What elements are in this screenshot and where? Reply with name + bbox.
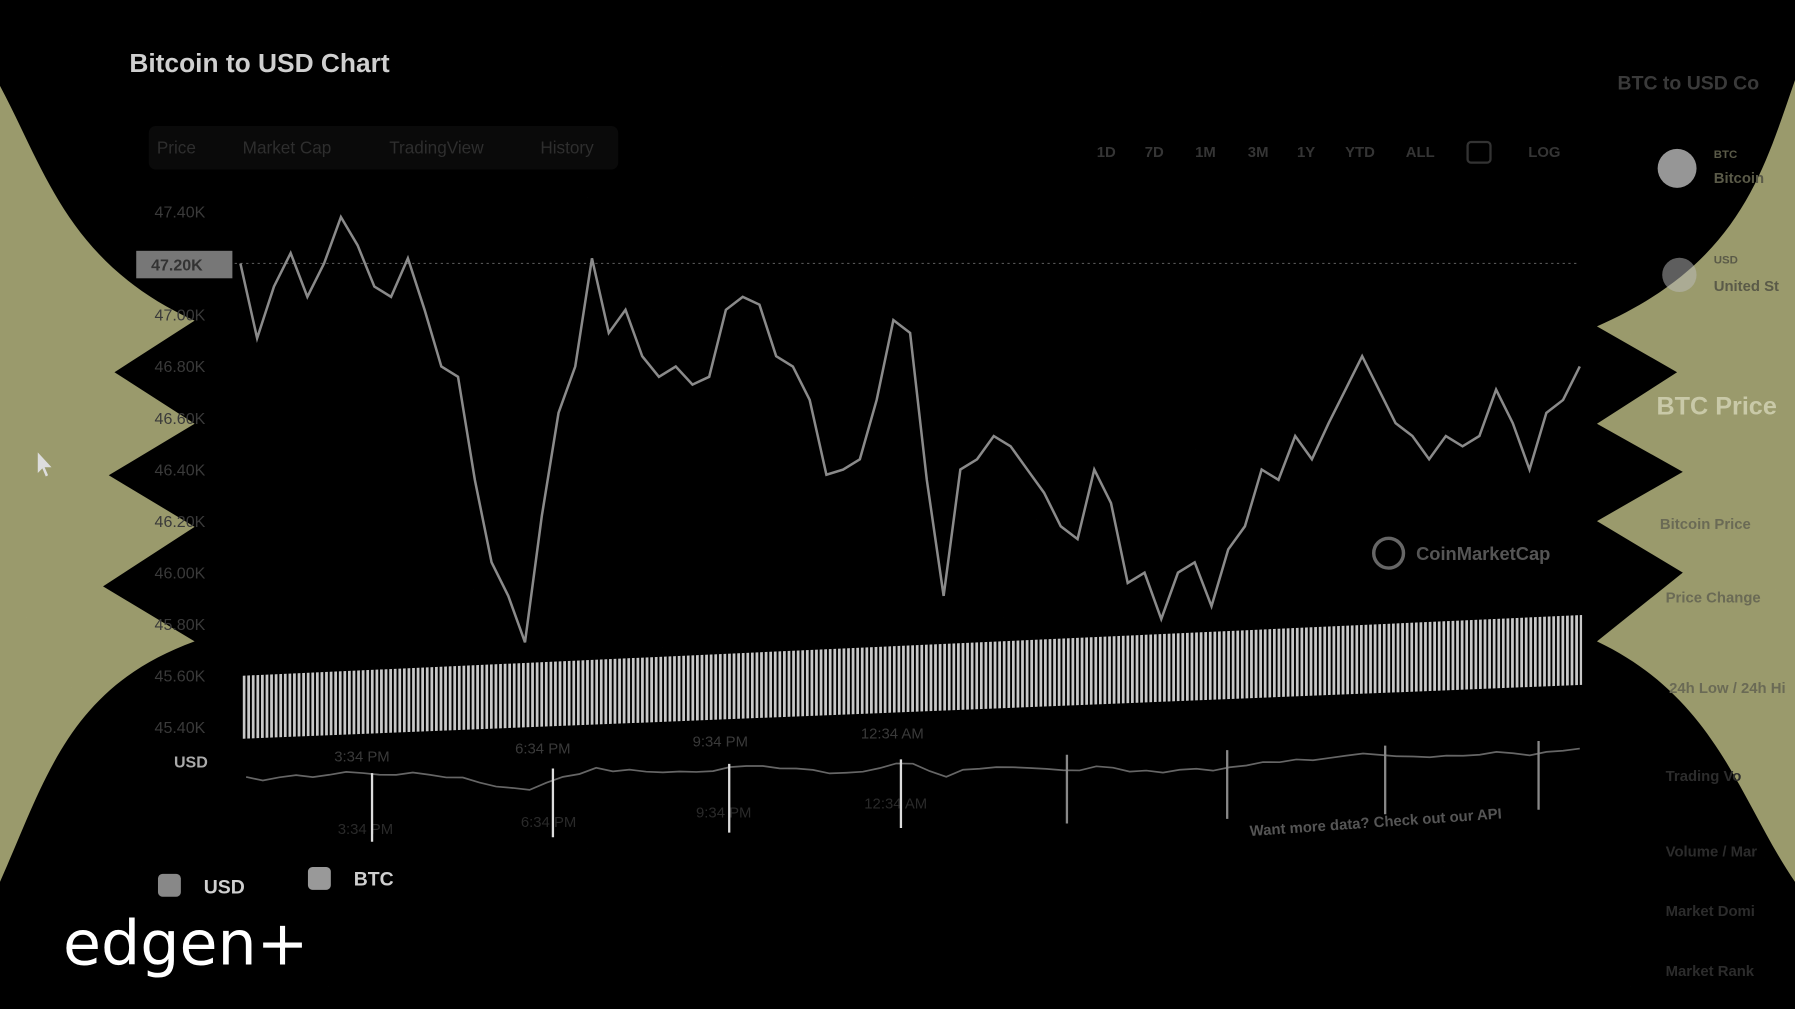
chart-tabs: Price Market Cap TradingView History: [148, 125, 619, 170]
y-tick-label: 46.00K: [155, 564, 206, 582]
range-button-3[interactable]: 3M: [1248, 145, 1269, 161]
panel-row: Volume / Mar: [1666, 845, 1758, 861]
range-button-7[interactable]: LOG: [1528, 145, 1560, 161]
navigator-tick-label: 6:34 PM: [521, 815, 576, 831]
y-axis-label: USD: [174, 753, 208, 771]
edgen-logo: edgen+: [63, 907, 309, 979]
from-code: BTC: [1714, 149, 1738, 161]
range-button-2[interactable]: 1M: [1195, 145, 1216, 161]
section-title: BTC Price: [1656, 393, 1776, 421]
y-tick-label: 46.40K: [155, 461, 206, 479]
range-button-5[interactable]: YTD: [1345, 145, 1375, 161]
range-button-0[interactable]: 1D: [1097, 145, 1116, 161]
legend-usd-swatch[interactable]: [157, 873, 181, 897]
panel-row: Trading Vo: [1666, 769, 1742, 785]
x-tick-label: 12:34 AM: [861, 727, 924, 743]
to-code: USD: [1714, 254, 1738, 266]
tab-tradingview[interactable]: TradingView: [389, 137, 484, 157]
navigator-tick-label: 9:34 PM: [696, 806, 751, 822]
watermark-text: CoinMarketCap: [1416, 543, 1550, 564]
bitcoin-coin-icon: [1657, 148, 1697, 188]
y-tick-label: 45.40K: [155, 719, 206, 737]
panel-row: Market Rank: [1666, 964, 1755, 980]
y-tick-label: 45.80K: [155, 616, 206, 634]
panel-row: 24h Low / 24h Hi: [1669, 681, 1786, 697]
range-button-1[interactable]: 7D: [1145, 145, 1164, 161]
navigator-tick-label: 3:34 PM: [338, 822, 393, 838]
x-tick-label: 6:34 PM: [515, 742, 570, 758]
legend-btc-label[interactable]: BTC: [354, 868, 394, 890]
y-tick-label: 46.20K: [155, 513, 206, 531]
page-title: Bitcoin to USD Chart: [129, 48, 390, 78]
panel-title: BTC to USD Co: [1618, 72, 1760, 94]
panel-row: Price Change: [1666, 590, 1761, 606]
tab-history[interactable]: History: [540, 137, 594, 157]
y-tick-label: 46.80K: [155, 358, 206, 376]
legend-usd-label[interactable]: USD: [204, 876, 245, 898]
from-name: Bitcoin: [1714, 171, 1764, 187]
y-tick-label: 45.60K: [155, 667, 206, 685]
price-marker-label: 47.20K: [151, 256, 203, 274]
y-tick-label: 46.60K: [155, 410, 206, 428]
tab-market-cap[interactable]: Market Cap: [243, 137, 332, 157]
panel-row: Market Domi: [1666, 904, 1755, 920]
navigator-tick-label: 12:34 AM: [864, 797, 927, 813]
tab-price[interactable]: Price: [157, 137, 196, 157]
range-button-6[interactable]: ALL: [1406, 145, 1435, 161]
x-tick-label: 3:34 PM: [334, 750, 389, 766]
to-name: United St: [1714, 279, 1779, 295]
x-tick-label: 9:34 PM: [693, 735, 748, 751]
usd-coin-icon: [1662, 257, 1697, 293]
y-tick-label: 47.00K: [155, 307, 206, 325]
range-button-4[interactable]: 1Y: [1297, 145, 1315, 161]
panel-row: Bitcoin Price: [1660, 517, 1751, 533]
y-tick-label: 47.40K: [155, 204, 206, 222]
legend-btc-swatch[interactable]: [307, 866, 331, 890]
